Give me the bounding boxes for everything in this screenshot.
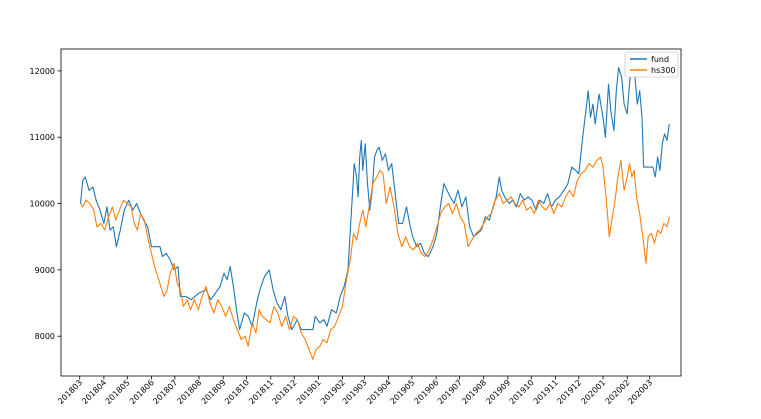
series-line-hs300	[80, 156, 670, 360]
x-tick-label: 202003	[626, 378, 654, 406]
x-tick-label: 201909	[484, 378, 512, 406]
x-tick-label: 201810	[223, 378, 251, 406]
x-tick-label: 201912	[555, 378, 583, 406]
y-tick-label: 8000	[35, 332, 55, 341]
legend-label-fund: fund	[651, 55, 669, 64]
x-tick-label: 201908	[460, 378, 488, 406]
x-axis: 2018032018042018052018062018072018082018…	[56, 376, 654, 406]
x-tick-label: 201804	[80, 378, 108, 406]
x-tick-label: 201905	[388, 378, 416, 406]
series-layer	[79, 60, 670, 360]
x-tick-label: 201907	[436, 378, 464, 406]
x-tick-label: 201806	[128, 378, 156, 406]
x-tick-label: 201812	[271, 378, 299, 406]
legend: fund hs300	[624, 51, 679, 78]
x-tick-label: 201808	[175, 378, 203, 406]
x-tick-label: 201906	[413, 378, 441, 406]
x-tick-label: 201803	[56, 378, 84, 406]
x-tick-label: 201904	[365, 378, 393, 406]
legend-label-hs300: hs300	[651, 66, 676, 75]
x-tick-label: 201910	[508, 378, 536, 406]
x-tick-label: 201903	[341, 378, 369, 406]
plot-frame	[60, 48, 682, 377]
y-tick-label: 11000	[30, 133, 55, 142]
y-tick-label: 12000	[30, 67, 55, 76]
x-tick-label: 201811	[247, 378, 275, 406]
x-tick-label: 201807	[151, 378, 179, 406]
y-axis: 8000 9000 10000 11000 12000	[30, 67, 61, 341]
y-tick-label: 9000	[35, 266, 55, 275]
series-line-fund	[79, 60, 670, 331]
x-tick-label: 201805	[104, 378, 132, 406]
x-tick-label: 201911	[532, 378, 560, 406]
x-tick-label: 202001	[579, 378, 607, 406]
y-tick-label: 10000	[30, 200, 55, 209]
x-tick-label: 201901	[295, 378, 323, 406]
x-tick-label: 201809	[200, 378, 228, 406]
